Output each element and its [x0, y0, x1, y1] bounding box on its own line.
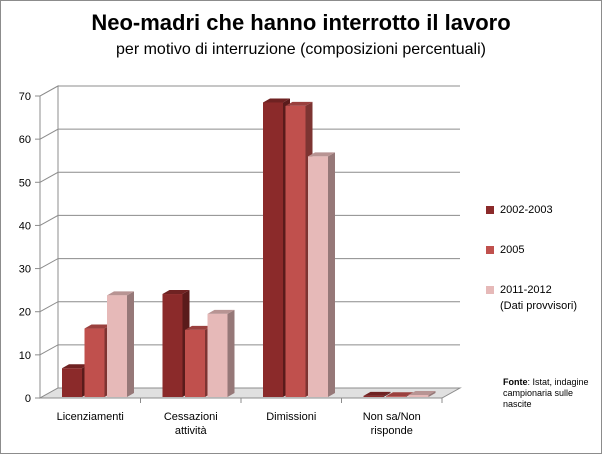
source-label: Fonte [503, 377, 528, 387]
bar-1-3 [107, 291, 134, 397]
legend-label: 2002-2003 [500, 204, 553, 216]
chart-title: Neo-madri che hanno interrotto il lavoro [91, 10, 511, 35]
gridline [39, 214, 460, 226]
y-tick-label: 60 [19, 134, 31, 146]
x-tick-label: Non sa/Non risponde [363, 411, 421, 437]
gridline [39, 171, 460, 183]
y-tick-label: 40 [19, 220, 31, 232]
gridline [39, 128, 460, 140]
side-wall [39, 85, 59, 399]
y-tick-label: 10 [19, 350, 31, 362]
source-text: : Istat, indagine campionaria sulle nasc… [503, 377, 589, 409]
legend-swatch [486, 246, 494, 254]
bar-2-3 [207, 309, 235, 397]
legend-label: 2005 [500, 244, 525, 256]
y-tick-label: 50 [19, 177, 31, 189]
x-tick-label: Dimissioni [266, 411, 316, 423]
gridline [39, 301, 460, 313]
y-tick-label: 0 [25, 393, 31, 405]
source-note: Fonte: Istat, indagine campionaria sulle… [503, 377, 595, 410]
y-tick-label: 70 [19, 91, 31, 103]
legend-swatch [486, 206, 494, 214]
gridline [39, 258, 460, 270]
bar-3-3 [308, 152, 335, 397]
legend-label-note: (Dati provvisori) [500, 300, 578, 312]
bar-4-1 [363, 391, 391, 397]
bar-4-3 [408, 390, 436, 397]
floor [38, 387, 462, 399]
x-tick-label: Cessazioni attività [164, 411, 218, 437]
chart-subtitle: per motivo di interruzione (composizioni… [116, 41, 486, 58]
gridline [39, 85, 460, 97]
legend-label: 2011-2012 [500, 284, 552, 296]
legend-swatch [486, 286, 494, 294]
y-tick-label: 20 [19, 307, 31, 319]
y-tick-label: 30 [19, 264, 31, 276]
x-tick-label: Licenziamenti [57, 411, 124, 423]
